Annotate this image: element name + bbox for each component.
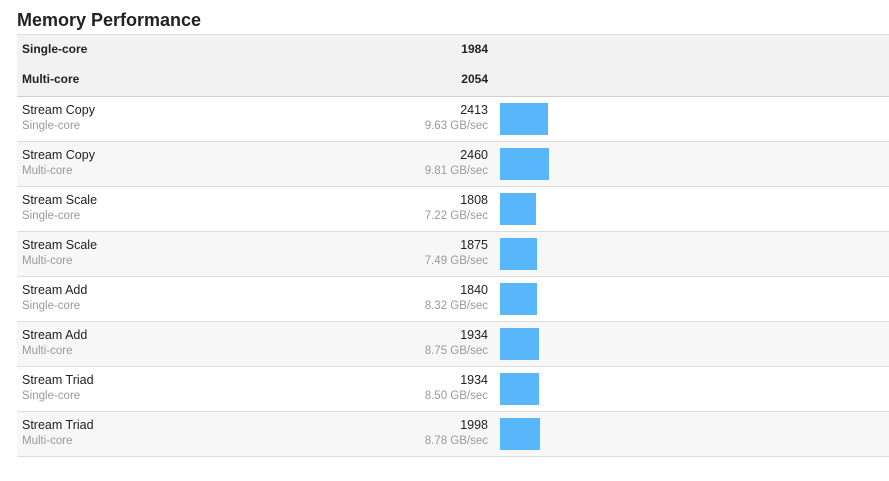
memory-performance-table: Single-core 1984 Multi-core 2054 Stream … [17, 34, 889, 457]
row-score: 1808 [460, 193, 488, 207]
summary-label: Single-core [22, 42, 88, 56]
row-score: 1998 [460, 418, 488, 432]
row-name: Stream Scale [22, 193, 98, 207]
row-score: 1934 [460, 328, 488, 342]
row-subtitle: Single-core [22, 300, 81, 312]
row-subtitle: Multi-core [22, 165, 73, 177]
summary-row-multi-core: Multi-core 2054 [17, 65, 889, 95]
row-rate: 9.81 GB/sec [424, 165, 488, 177]
row-rate: 8.50 GB/sec [424, 390, 488, 402]
row-rate: 7.49 GB/sec [424, 255, 488, 267]
row-bar [500, 328, 539, 360]
row-rate: 8.78 GB/sec [424, 435, 488, 447]
table-row: Stream Triad Single-core 1934 8.50 GB/se… [17, 367, 889, 412]
row-bar [500, 148, 549, 180]
row-name: Stream Add [22, 283, 88, 297]
section-title: Memory Performance [17, 10, 202, 30]
row-rate: 8.75 GB/sec [424, 345, 488, 357]
table-row: Stream Copy Single-core 2413 9.63 GB/sec [17, 97, 889, 142]
row-rate: 7.22 GB/sec [424, 210, 488, 222]
row-score: 1934 [460, 373, 488, 387]
summary-score: 2054 [461, 72, 488, 86]
table-row: Stream Scale Multi-core 1875 7.49 GB/sec [17, 232, 889, 277]
row-bar [500, 238, 537, 270]
row-subtitle: Multi-core [22, 435, 73, 447]
row-subtitle: Single-core [22, 390, 81, 402]
table-row: Stream Scale Single-core 1808 7.22 GB/se… [17, 187, 889, 232]
row-subtitle: Single-core [22, 120, 81, 132]
row-score: 1875 [460, 238, 488, 252]
row-name: Stream Add [22, 328, 88, 342]
row-subtitle: Single-core [22, 210, 81, 222]
row-subtitle: Multi-core [22, 345, 73, 357]
summary-label: Multi-core [22, 72, 80, 86]
table-row: Stream Add Single-core 1840 8.32 GB/sec [17, 277, 889, 322]
row-bar [500, 373, 539, 405]
benchmark-rows: Stream Copy Single-core 2413 9.63 GB/sec… [17, 97, 889, 457]
table-row: Stream Copy Multi-core 2460 9.81 GB/sec [17, 142, 889, 187]
row-score: 2413 [460, 103, 488, 117]
summary-block: Single-core 1984 Multi-core 2054 [17, 34, 889, 97]
row-name: Stream Scale [22, 238, 98, 252]
row-name: Stream Triad [22, 418, 94, 432]
row-bar [500, 103, 548, 135]
row-bar [500, 193, 536, 225]
table-row: Stream Triad Multi-core 1998 8.78 GB/sec [17, 412, 889, 457]
row-rate: 8.32 GB/sec [424, 300, 488, 312]
row-rate: 9.63 GB/sec [424, 120, 488, 132]
row-name: Stream Copy [22, 148, 95, 162]
row-name: Stream Copy [22, 103, 95, 117]
row-name: Stream Triad [22, 373, 94, 387]
row-score: 1840 [460, 283, 488, 297]
row-bar [500, 283, 537, 315]
summary-score: 1984 [461, 42, 488, 56]
row-bar [500, 418, 540, 450]
table-row: Stream Add Multi-core 1934 8.75 GB/sec [17, 322, 889, 367]
row-subtitle: Multi-core [22, 255, 73, 267]
summary-row-single-core: Single-core 1984 [17, 35, 889, 65]
row-score: 2460 [460, 148, 488, 162]
